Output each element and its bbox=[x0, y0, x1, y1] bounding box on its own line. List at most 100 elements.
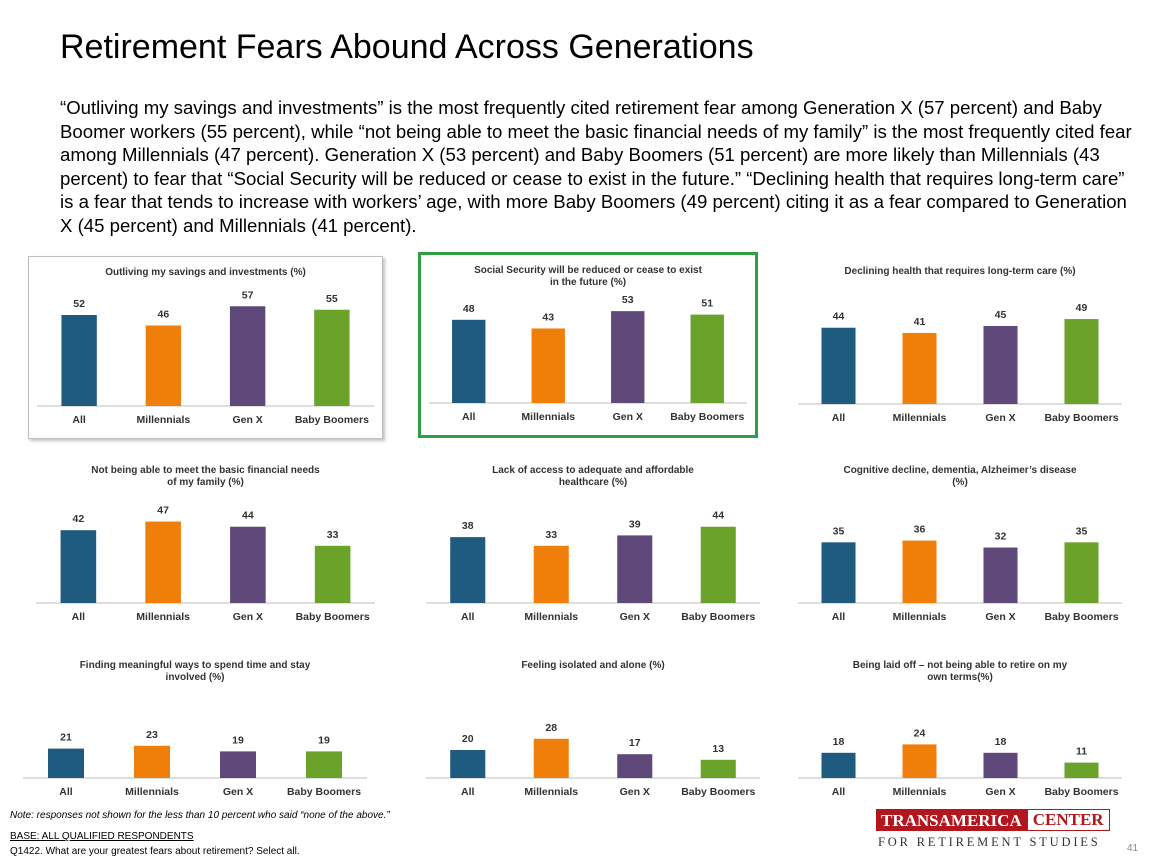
chart-panel-healthcare-access: Lack of access to adequate and affordabl… bbox=[418, 455, 768, 635]
category-label-boomers: Baby Boomers bbox=[1044, 412, 1118, 424]
bar-genx bbox=[983, 547, 1018, 603]
chart-svg: Being laid off – not being able to retir… bbox=[798, 660, 1122, 798]
value-label-all: 18 bbox=[833, 736, 845, 748]
category-label-millennials: Millennials bbox=[524, 611, 578, 623]
chart-panel-isolated: Feeling isolated and alone (%) 20 All 28 Mil… bbox=[418, 650, 768, 810]
chart-title: in the future (%) bbox=[550, 277, 626, 288]
category-label-all: All bbox=[832, 786, 846, 798]
footnote: Note: responses not shown for the less t… bbox=[10, 810, 390, 821]
value-label-boomers: 55 bbox=[326, 293, 338, 305]
page-title: Retirement Fears Abound Across Generatio… bbox=[60, 28, 754, 66]
chart-svg: Cognitive decline, dementia, Alzheimer’s… bbox=[798, 465, 1122, 623]
chart-title: Cognitive decline, dementia, Alzheimer’s… bbox=[843, 465, 1076, 476]
category-label-millennials: Millennials bbox=[524, 786, 578, 798]
bar-all bbox=[821, 752, 856, 778]
category-label-millennials: Millennials bbox=[137, 414, 191, 426]
chart-title: Declining health that requires long-term… bbox=[844, 266, 1075, 277]
bar-genx bbox=[229, 306, 266, 406]
value-label-all: 35 bbox=[833, 525, 845, 537]
chart-title: healthcare (%) bbox=[559, 477, 627, 488]
category-label-all: All bbox=[832, 611, 846, 623]
value-label-millennials: 43 bbox=[542, 311, 554, 323]
category-label-boomers: Baby Boomers bbox=[295, 414, 369, 426]
bar-boomers bbox=[1064, 319, 1099, 404]
value-label-millennials: 41 bbox=[914, 316, 926, 328]
chart-panel-laid-off: Being laid off – not being able to retir… bbox=[790, 650, 1130, 810]
value-label-millennials: 36 bbox=[914, 524, 926, 536]
bar-millennials bbox=[134, 745, 170, 778]
category-label-genx: Gen X bbox=[985, 412, 1015, 424]
transamerica-logo: TRANSAMERICA CENTER FOR RETIREMENT STUDI… bbox=[876, 809, 1121, 854]
category-label-genx: Gen X bbox=[233, 611, 263, 623]
value-label-all: 38 bbox=[462, 520, 474, 532]
value-label-millennials: 24 bbox=[914, 727, 926, 739]
category-label-genx: Gen X bbox=[620, 611, 650, 623]
bar-genx bbox=[230, 526, 266, 603]
value-label-millennials: 46 bbox=[158, 309, 170, 321]
bar-boomers bbox=[700, 526, 736, 603]
bar-boomers bbox=[700, 759, 736, 778]
category-label-all: All bbox=[59, 786, 73, 798]
logo-wordmark: TRANSAMERICA CENTER bbox=[876, 809, 1110, 831]
chart-title: Not being able to meet the basic financi… bbox=[91, 465, 320, 476]
chart-panel-meaningful-ways: Finding meaningful ways to spend time an… bbox=[15, 650, 375, 810]
category-label-millennials: Millennials bbox=[893, 412, 947, 424]
value-label-boomers: 49 bbox=[1076, 302, 1088, 314]
page-number: 41 bbox=[1127, 843, 1139, 854]
bar-all bbox=[821, 327, 856, 404]
category-label-all: All bbox=[72, 414, 86, 426]
category-label-boomers: Baby Boomers bbox=[287, 786, 361, 798]
category-label-millennials: Millennials bbox=[521, 411, 575, 423]
bar-boomers bbox=[314, 309, 350, 406]
bar-boomers bbox=[306, 751, 342, 778]
value-label-genx: 32 bbox=[995, 531, 1007, 543]
value-label-all: 21 bbox=[60, 732, 72, 744]
category-label-boomers: Baby Boomers bbox=[670, 411, 744, 423]
value-label-millennials: 28 bbox=[545, 722, 557, 734]
value-label-genx: 53 bbox=[622, 294, 634, 306]
bar-millennials bbox=[145, 521, 181, 603]
category-label-all: All bbox=[461, 786, 475, 798]
category-label-millennials: Millennials bbox=[136, 611, 190, 623]
category-label-genx: Gen X bbox=[232, 414, 262, 426]
bar-millennials bbox=[533, 545, 569, 603]
value-label-millennials: 23 bbox=[146, 729, 158, 741]
value-label-millennials: 47 bbox=[157, 505, 169, 517]
bar-genx bbox=[617, 754, 653, 778]
category-label-all: All bbox=[461, 611, 475, 623]
category-label-millennials: Millennials bbox=[893, 786, 947, 798]
chart-svg: Outliving my savings and investments (%)… bbox=[37, 267, 374, 426]
value-label-boomers: 44 bbox=[712, 510, 724, 522]
bar-all bbox=[821, 542, 856, 603]
chart-svg: Lack of access to adequate and affordabl… bbox=[426, 465, 760, 623]
chart-panel-social-security: Social Security will be reduced or cease… bbox=[418, 252, 758, 438]
value-label-boomers: 33 bbox=[327, 529, 339, 541]
category-label-boomers: Baby Boomers bbox=[1044, 786, 1118, 798]
value-label-all: 48 bbox=[463, 303, 475, 315]
chart-svg: Declining health that requires long-term… bbox=[798, 266, 1122, 424]
bar-boomers bbox=[314, 545, 351, 603]
chart-panel-outliving-savings: Outliving my savings and investments (%)… bbox=[28, 256, 383, 439]
chart-title: own terms(%) bbox=[927, 672, 993, 683]
category-label-genx: Gen X bbox=[223, 786, 253, 798]
summary-paragraph: “Outliving my savings and investments” i… bbox=[60, 97, 1132, 236]
category-label-millennials: Millennials bbox=[125, 786, 179, 798]
bar-all bbox=[61, 315, 97, 406]
chart-title: Feeling isolated and alone (%) bbox=[521, 660, 664, 671]
value-label-boomers: 11 bbox=[1076, 746, 1087, 758]
value-label-genx: 57 bbox=[242, 289, 254, 301]
bar-all bbox=[450, 750, 486, 778]
value-label-all: 52 bbox=[73, 298, 85, 310]
chart-svg: Feeling isolated and alone (%) 20 All 28 Mil… bbox=[426, 660, 760, 798]
chart-panel-basic-financial-needs: Not being able to meet the basic financi… bbox=[28, 455, 383, 635]
category-label-genx: Gen X bbox=[620, 786, 650, 798]
chart-title: Finding meaningful ways to spend time an… bbox=[80, 660, 311, 671]
category-label-all: All bbox=[832, 412, 846, 424]
chart-title: Social Security will be reduced or cease… bbox=[474, 265, 703, 276]
category-label-genx: Gen X bbox=[613, 411, 643, 423]
bar-boomers bbox=[1064, 542, 1099, 603]
category-label-genx: Gen X bbox=[985, 786, 1015, 798]
value-label-genx: 19 bbox=[232, 734, 244, 746]
value-label-genx: 39 bbox=[629, 518, 641, 530]
logo-left-text: TRANSAMERICA bbox=[876, 809, 1027, 831]
